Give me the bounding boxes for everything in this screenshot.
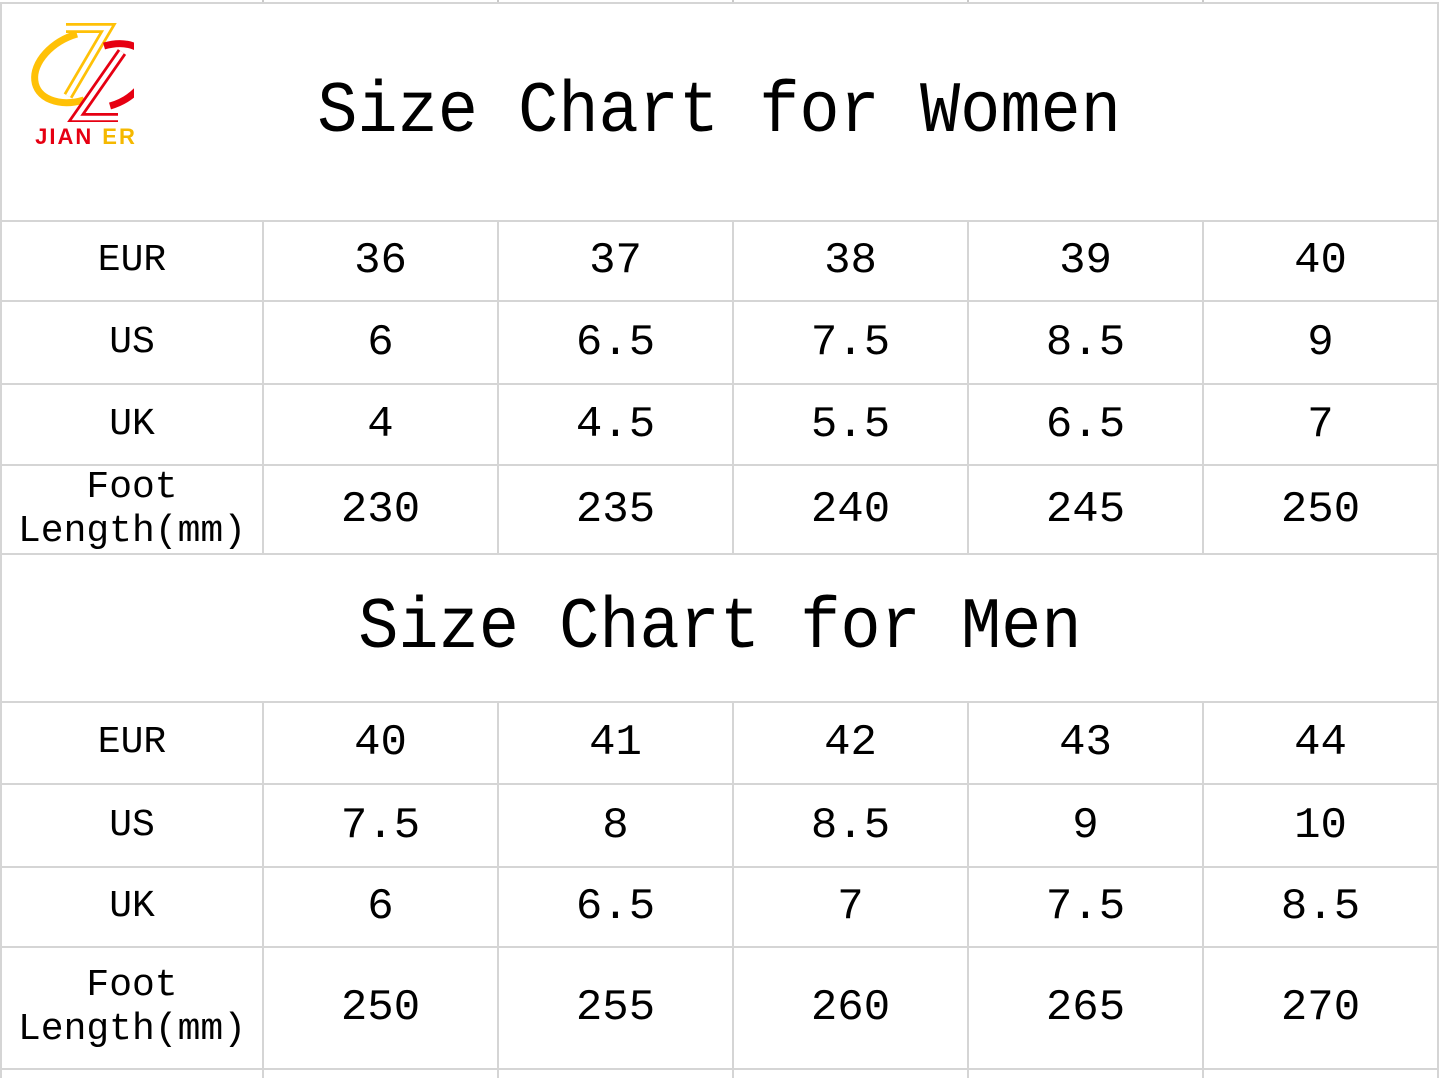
men-uk-value: 6.5 (499, 868, 734, 948)
women-us-value: 7.5 (734, 302, 969, 385)
women-uk-value: 7 (1204, 385, 1439, 466)
stub-cell (2, 1070, 264, 1078)
women-chart-title: Size Chart for Women (317, 71, 1122, 153)
jianer-logo-icon (31, 23, 134, 122)
women-uk-value: 5.5 (734, 385, 969, 466)
brand-name-primary: JIAN (35, 124, 94, 149)
grid-tick (1202, 0, 1204, 2)
brand-logo: JIAN ER (22, 22, 142, 150)
stub-cell (969, 1070, 1204, 1078)
stub-cell (1204, 1070, 1439, 1078)
women-eur-value: 39 (969, 222, 1204, 302)
men-eur-value: 43 (969, 703, 1204, 785)
men-us-value: 8.5 (734, 785, 969, 868)
women-footlength-value: 235 (499, 466, 734, 555)
men-eur-label: EUR (2, 703, 264, 785)
women-eur-value: 36 (264, 222, 499, 302)
men-us-label: US (2, 785, 264, 868)
men-footlength-value: 250 (264, 948, 499, 1070)
women-footlength-value: 250 (1204, 466, 1439, 555)
women-footlength-label: Foot Length(mm) (2, 466, 264, 555)
brand-text: JIAN ER (30, 124, 142, 150)
grid-tick (497, 0, 499, 2)
men-eur-value: 42 (734, 703, 969, 785)
men-us-value: 8 (499, 785, 734, 868)
women-eur-value: 40 (1204, 222, 1439, 302)
men-footlength-value: 255 (499, 948, 734, 1070)
men-footlength-label: Foot Length(mm) (2, 948, 264, 1070)
women-footlength-value: 245 (969, 466, 1204, 555)
women-us-label: US (2, 302, 264, 385)
women-uk-value: 4.5 (499, 385, 734, 466)
men-uk-label: UK (2, 868, 264, 948)
stub-cell (264, 1070, 499, 1078)
grid-tick (262, 0, 264, 2)
women-footlength-value: 230 (264, 466, 499, 555)
women-us-value: 8.5 (969, 302, 1204, 385)
men-chart-title: Size Chart for Men (357, 587, 1082, 669)
men-uk-value: 8.5 (1204, 868, 1439, 948)
men-footlength-value: 260 (734, 948, 969, 1070)
men-eur-value: 44 (1204, 703, 1439, 785)
grid-tick (967, 0, 969, 2)
grid-tick (732, 0, 734, 2)
women-us-value: 6.5 (499, 302, 734, 385)
women-eur-value: 38 (734, 222, 969, 302)
men-title-band: Size Chart for Men (2, 555, 1439, 703)
men-footlength-value: 265 (969, 948, 1204, 1070)
women-eur-value: 37 (499, 222, 734, 302)
men-footlength-value: 270 (1204, 948, 1439, 1070)
men-us-value: 10 (1204, 785, 1439, 868)
men-eur-value: 41 (499, 703, 734, 785)
brand-name-secondary: ER (102, 124, 137, 149)
men-us-value: 7.5 (264, 785, 499, 868)
men-us-value: 9 (969, 785, 1204, 868)
women-eur-label: EUR (2, 222, 264, 302)
men-uk-value: 6 (264, 868, 499, 948)
women-title-band: JIAN ER Size Chart for Women (2, 4, 1439, 222)
women-uk-label: UK (2, 385, 264, 466)
top-rule (0, 2, 1439, 4)
women-us-value: 6 (264, 302, 499, 385)
women-us-value: 9 (1204, 302, 1439, 385)
men-uk-value: 7 (734, 868, 969, 948)
stub-cell (499, 1070, 734, 1078)
men-uk-value: 7.5 (969, 868, 1204, 948)
stub-cell (734, 1070, 969, 1078)
women-uk-value: 6.5 (969, 385, 1204, 466)
size-chart-grid: JIAN ER Size Chart for Women EUR 36 37 38… (0, 4, 1439, 1078)
women-footlength-value: 240 (734, 466, 969, 555)
women-uk-value: 4 (264, 385, 499, 466)
men-eur-value: 40 (264, 703, 499, 785)
